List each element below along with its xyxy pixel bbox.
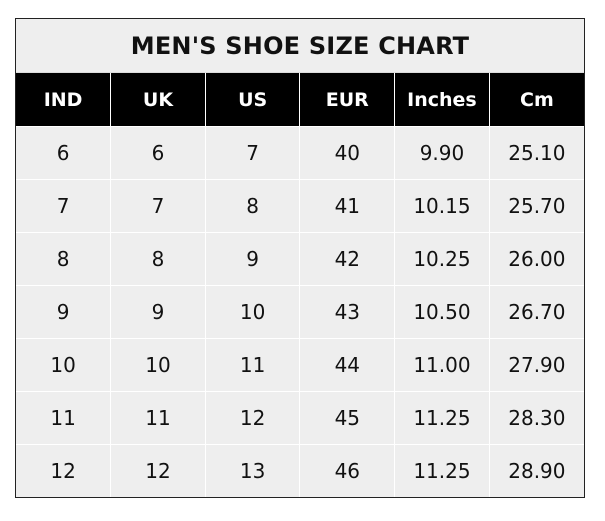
column-header-eur: EUR [299, 73, 395, 127]
cell-ind: 12 [16, 444, 111, 497]
table-row: 6 6 7 40 9.90 25.10 [16, 126, 584, 180]
cell-eur: 46 [299, 444, 395, 497]
header-row: IND UK US EUR Inches Cm [16, 73, 584, 127]
cell-inches: 10.25 [394, 232, 490, 286]
cell-cm: 25.10 [488, 126, 584, 180]
cell-eur: 44 [299, 338, 395, 392]
cell-cm: 26.00 [488, 232, 584, 286]
cell-ind: 9 [16, 285, 111, 339]
cell-uk: 9 [110, 285, 206, 339]
cell-cm: 27.90 [488, 338, 584, 392]
cell-inches: 10.50 [394, 285, 490, 339]
cell-cm: 28.30 [488, 391, 584, 445]
column-header-inches: Inches [394, 73, 490, 127]
cell-us: 12 [204, 391, 300, 445]
cell-us: 11 [204, 338, 300, 392]
cell-us: 8 [204, 179, 300, 233]
table-row: 9 9 10 43 10.50 26.70 [16, 285, 584, 339]
cell-uk: 11 [110, 391, 206, 445]
column-header-ind: IND [16, 73, 111, 127]
cell-inches: 10.15 [394, 179, 490, 233]
cell-us: 13 [204, 444, 300, 497]
cell-inches: 11.25 [394, 391, 490, 445]
cell-eur: 43 [299, 285, 395, 339]
cell-ind: 7 [16, 179, 111, 233]
column-header-cm: Cm [488, 73, 584, 127]
cell-uk: 12 [110, 444, 206, 497]
cell-cm: 28.90 [488, 444, 584, 497]
cell-us: 9 [204, 232, 300, 286]
column-header-uk: UK [110, 73, 206, 127]
size-table: IND UK US EUR Inches Cm 6 6 7 40 9.90 25.10 7 7 8 41 10… [16, 73, 584, 497]
table-row: 10 10 11 44 11.00 27.90 [16, 338, 584, 392]
cell-us: 7 [204, 126, 300, 180]
cell-inches: 11.00 [394, 338, 490, 392]
cell-ind: 10 [16, 338, 111, 392]
cell-ind: 6 [16, 126, 111, 180]
cell-eur: 41 [299, 179, 395, 233]
chart-title: MEN'S SHOE SIZE CHART [16, 19, 584, 73]
cell-us: 10 [204, 285, 300, 339]
cell-uk: 8 [110, 232, 206, 286]
table-row: 8 8 9 42 10.25 26.00 [16, 232, 584, 286]
column-header-us: US [204, 73, 300, 127]
size-chart: MEN'S SHOE SIZE CHART IND UK US EUR Inches Cm… [15, 18, 585, 498]
table-row: 11 11 12 45 11.25 28.30 [16, 391, 584, 445]
cell-uk: 7 [110, 179, 206, 233]
cell-cm: 25.70 [488, 179, 584, 233]
cell-ind: 11 [16, 391, 111, 445]
cell-eur: 40 [299, 126, 395, 180]
cell-ind: 8 [16, 232, 111, 286]
cell-uk: 6 [110, 126, 206, 180]
cell-cm: 26.70 [488, 285, 584, 339]
cell-eur: 45 [299, 391, 395, 445]
table-row: 7 7 8 41 10.15 25.70 [16, 179, 584, 233]
table-row: 12 12 13 46 11.25 28.90 [16, 444, 584, 497]
cell-uk: 10 [110, 338, 206, 392]
cell-inches: 11.25 [394, 444, 490, 497]
cell-eur: 42 [299, 232, 395, 286]
cell-inches: 9.90 [394, 126, 490, 180]
